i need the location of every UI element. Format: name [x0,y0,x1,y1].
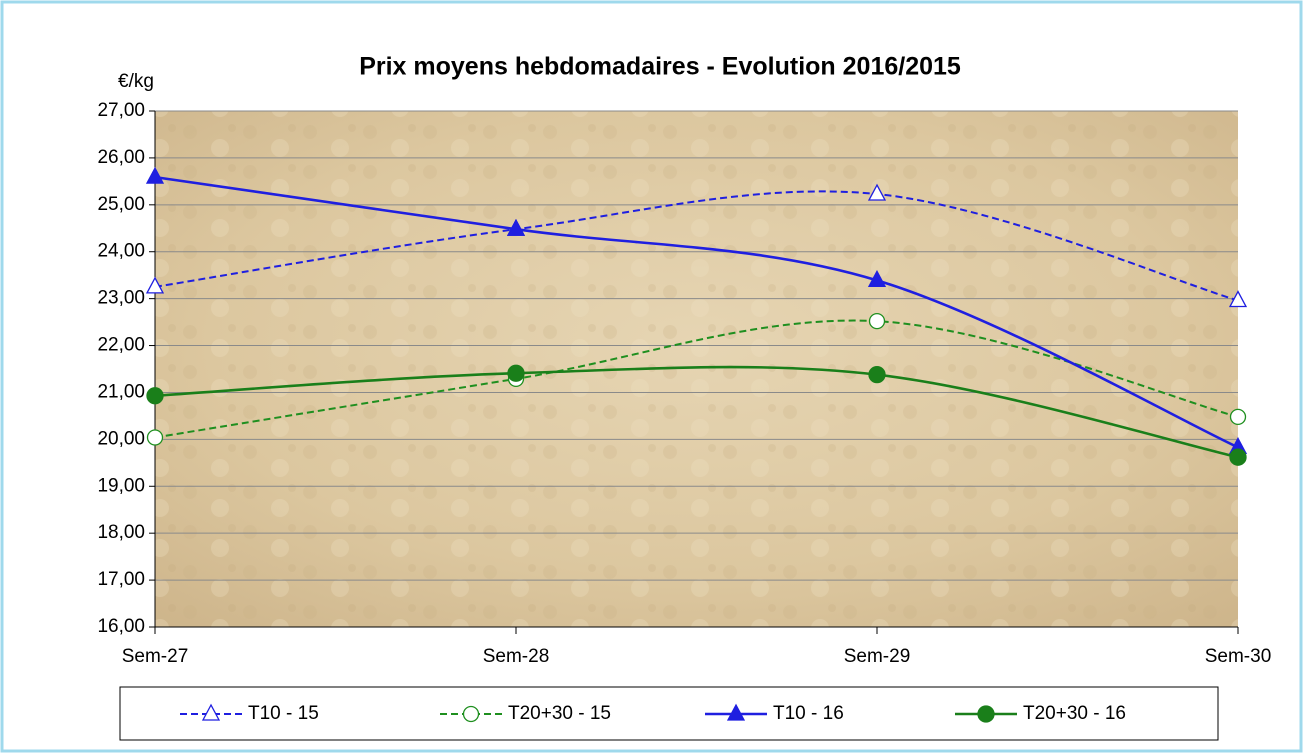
legend [119,686,1219,741]
y-tick-label: 18,00 [97,522,145,543]
chart-title: Prix moyens hebdomadaires - Evolution 20… [359,53,961,81]
y-tick-label: 19,00 [97,475,145,496]
data-point [867,269,887,287]
data-point [145,276,165,294]
data-point [507,364,525,382]
plot-texture [155,111,1238,627]
data-point [1229,448,1247,466]
series-line [154,175,1239,449]
data-point [867,183,887,201]
y-tick-label: 27,00 [97,100,145,121]
y-axis-label: €/kg [118,71,154,92]
legend-label: T20+30 - 16 [1023,703,1126,724]
data-point [145,166,165,184]
legend-marker [201,703,221,721]
y-tick-label: 21,00 [97,381,145,402]
data-point [868,313,886,330]
y-tick-label: 16,00 [97,616,145,637]
legend-label: T20+30 - 15 [508,703,611,724]
y-tick-label: 24,00 [97,241,145,262]
legend-label: T10 - 16 [773,703,844,724]
data-point [146,429,164,446]
data-point [506,218,526,236]
y-tick-label: 23,00 [97,288,145,309]
x-tick-label: Sem-28 [483,646,550,667]
series-line [154,319,1239,439]
y-tick-label: 22,00 [97,335,145,356]
series-line [154,365,1239,459]
y-tick-label: 20,00 [97,428,145,449]
data-point [146,387,164,405]
legend-marker [726,703,746,721]
legend-label: T10 - 15 [248,703,319,724]
series-line [154,190,1239,302]
x-tick-label: Sem-29 [844,646,911,667]
y-tick-label: 26,00 [97,147,145,168]
y-tick-label: 25,00 [97,194,145,215]
x-tick-label: Sem-30 [1205,646,1272,667]
y-tick-label: 17,00 [97,569,145,590]
legend-marker [462,705,480,723]
x-tick-label: Sem-27 [122,646,189,667]
data-point [868,365,886,384]
legend-marker [977,705,995,723]
data-point [1228,290,1248,308]
data-point [1229,408,1247,425]
